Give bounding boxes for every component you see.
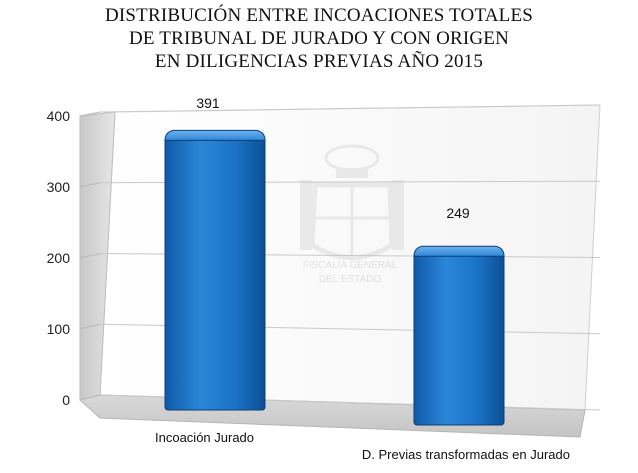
bar-1	[164, 129, 266, 411]
bar-2	[413, 245, 505, 426]
category-label-1: Incoación Jurado	[155, 430, 254, 445]
y-tick-label-100: 100	[47, 321, 71, 337]
watermark-emblem	[300, 144, 404, 260]
bar-2-top	[413, 245, 505, 257]
chart-title-line-2: DE TRIBUNAL DE JURADO Y CON ORIGEN	[128, 28, 510, 49]
gridline-side-200	[79, 253, 101, 259]
gridline-side-100	[79, 323, 101, 330]
category-labels: Incoación Jurado D. Previas transformadas…	[155, 430, 570, 462]
data-label-2: 249	[446, 205, 470, 221]
gridline-back-400	[99, 104, 601, 113]
bar-1-top	[164, 129, 266, 141]
y-tick-label-400: 400	[47, 108, 71, 124]
bar-1-front	[164, 137, 266, 411]
gridline-side-300	[79, 182, 101, 188]
watermark-text: FISCALÍA GENERAL DEL ESTADO	[303, 258, 398, 285]
bars	[164, 129, 505, 426]
y-tick-label-300: 300	[47, 179, 71, 195]
chart-title-line-1: DISTRIBUCIÓN ENTRE INCOACIONES TOTALES	[104, 5, 534, 26]
bar-2-front	[413, 253, 505, 426]
gridline-side-0	[79, 394, 101, 401]
y-tick-label-0: 0	[62, 392, 70, 408]
chart-title-line-3: EN DILIGENCIAS PREVIAS AÑO 2015	[154, 51, 484, 72]
data-labels: 391 249	[196, 95, 470, 221]
chart-title: DISTRIBUCIÓN ENTRE INCOACIONES TOTALES D…	[0, 4, 638, 73]
y-tick-label-200: 200	[47, 250, 71, 266]
watermark-line-2: DEL ESTADO	[319, 274, 381, 285]
data-label-1: 391	[196, 95, 220, 111]
y-axis-ticks: 0 100 200 300 400	[47, 108, 71, 408]
gridline-side-400	[79, 111, 101, 117]
category-label-2: D. Previas transformadas en Jurado	[362, 447, 570, 462]
watermark-line-1: FISCALÍA GENERAL	[303, 258, 398, 271]
